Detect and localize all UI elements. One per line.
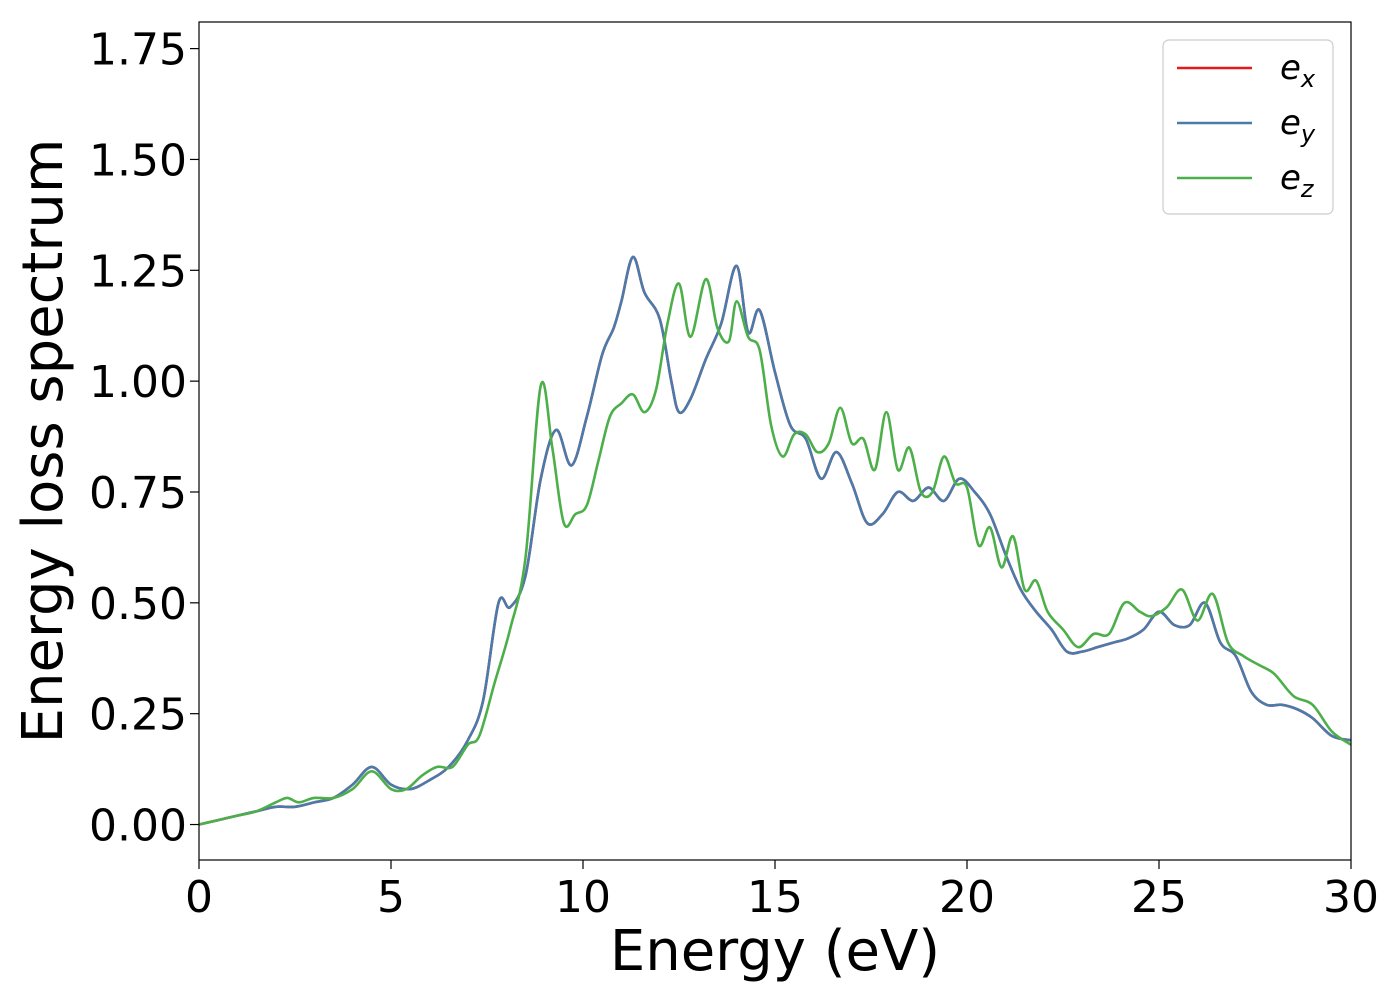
legend-label-subscript: z xyxy=(1300,175,1315,203)
x-axis: 0 5 10 15 20 25 30 xyxy=(185,860,1379,923)
y-tick-label: 1.50 xyxy=(89,135,187,186)
legend-label-base: e xyxy=(1280,48,1301,88)
series-line-z xyxy=(199,277,1351,826)
legend-label-y: ey xyxy=(1280,103,1316,148)
x-tick-label: 5 xyxy=(377,872,405,923)
legend-label-subscript: y xyxy=(1300,120,1316,148)
x-tick-label: 10 xyxy=(555,872,611,923)
y-tick-label: 1.75 xyxy=(89,25,187,76)
x-tick-label: 30 xyxy=(1323,872,1379,923)
y-tick-label: 0.50 xyxy=(89,579,187,630)
series-line-y xyxy=(199,255,1351,826)
y-axis-label: Energy loss spectrum xyxy=(11,139,76,744)
y-axis: 0.00 0.25 0.50 0.75 1.00 1.25 1.50 1.75 xyxy=(89,25,199,852)
x-tick-label: 0 xyxy=(185,872,213,923)
x-tick-label: 15 xyxy=(747,872,803,923)
legend-label-subscript: x xyxy=(1300,65,1316,93)
y-tick-label: 1.00 xyxy=(89,357,187,408)
legend-frame xyxy=(1162,39,1334,215)
x-tick-label: 25 xyxy=(1131,872,1187,923)
x-tick-label: 20 xyxy=(939,872,995,923)
legend-label-base: e xyxy=(1280,158,1301,198)
x-axis-label: Energy (eV) xyxy=(610,919,940,984)
legend-label-z: ez xyxy=(1280,158,1315,203)
y-tick-label: 0.25 xyxy=(89,690,187,741)
y-tick-label: 0.00 xyxy=(89,801,187,852)
legend-label-base: e xyxy=(1280,103,1301,143)
y-tick-label: 1.25 xyxy=(89,246,187,297)
legend-label-x: ex xyxy=(1280,48,1316,93)
series-layer xyxy=(199,255,1351,826)
y-tick-label: 0.75 xyxy=(89,468,187,519)
